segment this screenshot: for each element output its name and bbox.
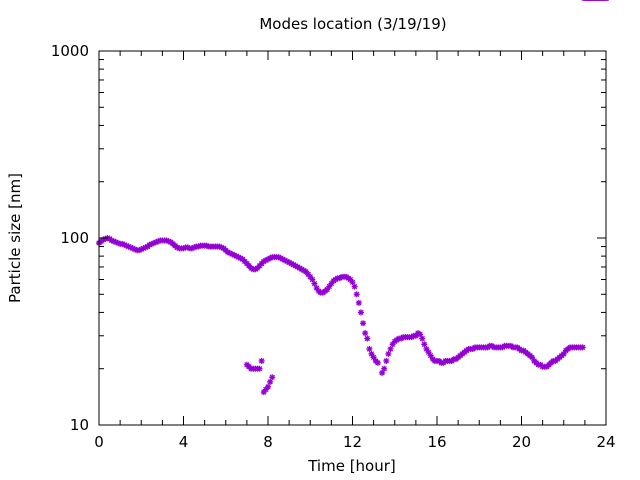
- data-point: [353, 291, 360, 298]
- data-point: [579, 344, 586, 351]
- y-axis-label: Particle size [nm]: [6, 173, 24, 303]
- y-tick-label: 1000: [51, 42, 89, 60]
- data-point: [256, 365, 263, 372]
- data-point: [387, 345, 394, 352]
- x-tick-label: 24: [596, 433, 615, 451]
- x-tick-label: 4: [179, 433, 189, 451]
- data-point: [421, 341, 428, 348]
- data-point: [364, 335, 371, 342]
- x-tick-label: 0: [94, 433, 104, 451]
- data-point: [374, 359, 381, 366]
- y-tick-label: 10: [70, 416, 89, 434]
- data-point: [265, 383, 271, 390]
- x-tick-label: 20: [512, 433, 531, 451]
- data-point: [362, 330, 369, 337]
- data-point: [351, 283, 358, 290]
- data-point: [381, 365, 388, 372]
- data-point: [383, 357, 390, 364]
- x-tick-label: 12: [343, 433, 362, 451]
- data-point: [360, 320, 367, 327]
- y-axis-ticks: 10 100 1000: [51, 42, 606, 434]
- data-point: [419, 335, 426, 342]
- data-series: [96, 0, 609, 396]
- data-point: [357, 309, 364, 316]
- x-axis-label: Time [hour]: [307, 457, 396, 475]
- data-point: [366, 345, 373, 352]
- data-point: [355, 299, 362, 306]
- x-axis-ticks: 0 4 8 12 16 20 24: [94, 51, 616, 451]
- data-point: [267, 378, 274, 385]
- data-point: [258, 357, 265, 364]
- chart-title: Modes location (3/19/19): [259, 15, 446, 33]
- data-point: [385, 350, 392, 357]
- plot-frame: [98, 50, 607, 426]
- y-tick-label: 100: [60, 229, 89, 247]
- x-tick-label: 8: [263, 433, 273, 451]
- data-point: [269, 374, 276, 381]
- x-tick-label: 16: [427, 433, 446, 451]
